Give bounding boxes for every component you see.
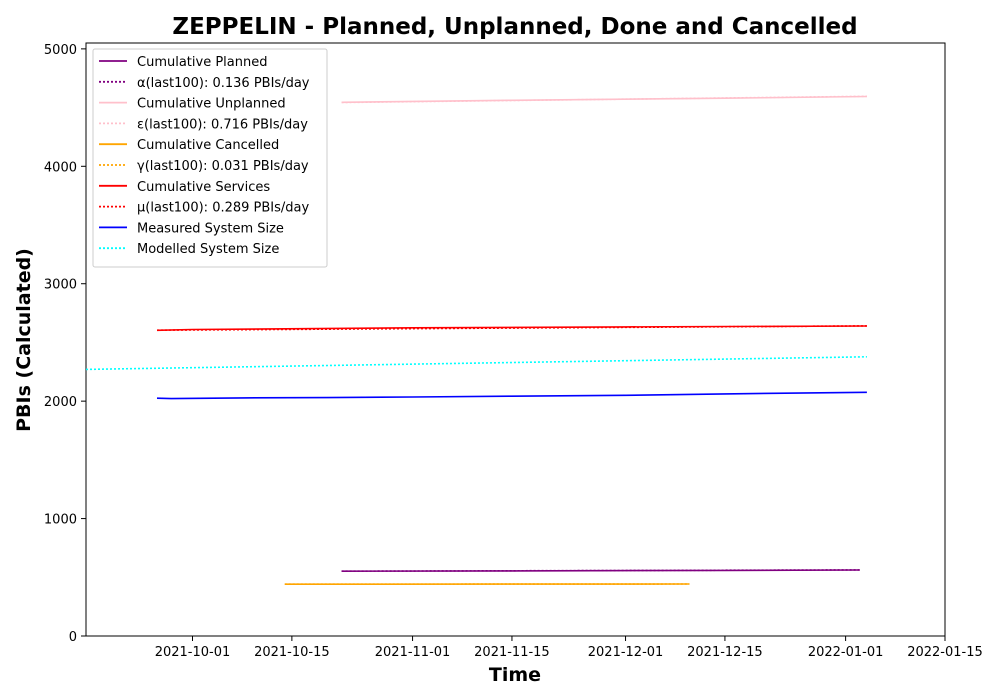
series-layer — [85, 95, 867, 586]
x-tick-label: 2021-12-15 — [687, 645, 763, 660]
series-line-measured-system-size-8 — [156, 391, 867, 400]
legend: Cumulative Planned α(last100): 0.136 PBIs… — [92, 48, 328, 268]
y-tick-label: 2000 — [44, 395, 77, 410]
legend-label: Measured System Size — [137, 221, 284, 236]
series-line-last100-0-716-pbis-day-3 — [341, 95, 867, 104]
y-tick-label: 0 — [69, 630, 77, 645]
series-line-modelled-system-size-9 — [85, 356, 867, 371]
y-tick-label: 5000 — [44, 43, 77, 58]
legend-label: Cumulative Services — [137, 180, 270, 195]
plot-area-frame — [85, 42, 946, 637]
y-tick-label: 4000 — [44, 160, 77, 175]
y-tick-label: 1000 — [44, 513, 77, 528]
y-axis: 0 1000 2000 3000 4000 5000 — [44, 43, 86, 645]
x-axis: 2021-10-01 2021-10-15 2021-11-01 2021-11-15… — [155, 636, 983, 660]
series-line-cumulative-unplanned-2 — [341, 95, 867, 104]
legend-label: ε(last100): 0.716 PBIs/day — [137, 117, 308, 132]
legend-label: Cumulative Planned — [137, 55, 267, 70]
x-tick-label: 2021-11-01 — [375, 645, 451, 660]
x-axis-label: Time — [489, 664, 541, 686]
x-tick-label: 2021-11-15 — [474, 645, 550, 660]
x-tick-label: 2021-12-01 — [588, 645, 664, 660]
x-tick-label: 2021-10-15 — [254, 645, 330, 660]
legend-label: Cumulative Unplanned — [137, 97, 286, 112]
legend-label: α(last100): 0.136 PBIs/day — [137, 76, 310, 91]
chart-title: ZEPPELIN - Planned, Unplanned, Done and … — [172, 14, 857, 40]
y-axis-label: PBIs (Calculated) — [13, 248, 35, 432]
y-tick-label: 3000 — [44, 278, 77, 293]
x-tick-label: 2022-01-01 — [808, 645, 884, 660]
legend-label: Modelled System Size — [137, 242, 279, 257]
x-tick-label: 2022-01-15 — [907, 645, 983, 660]
legend-box — [92, 48, 328, 268]
legend-label: Cumulative Cancelled — [137, 138, 279, 153]
x-tick-label: 2021-10-01 — [155, 645, 231, 660]
legend-label: γ(last100): 0.031 PBIs/day — [137, 159, 309, 174]
legend-label: μ(last100): 0.289 PBIs/day — [137, 201, 309, 216]
series-line-cumulative-services-6 — [156, 325, 867, 332]
